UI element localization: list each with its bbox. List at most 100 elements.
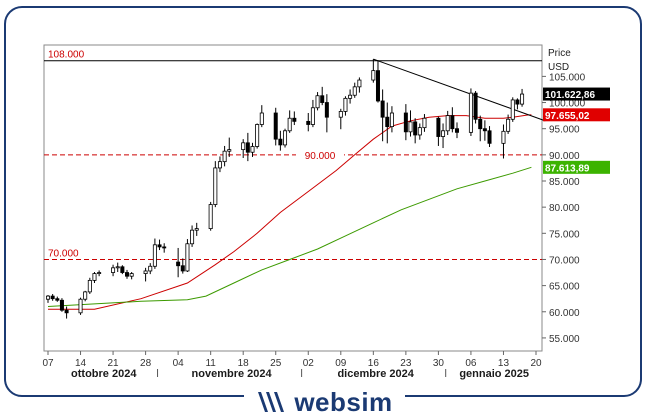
candle-body xyxy=(338,111,343,118)
moving-average-line xyxy=(47,166,532,307)
chart-header-price: Price xyxy=(548,48,571,59)
candle-body xyxy=(389,112,394,128)
y-tick-label: 75.000 xyxy=(549,229,580,240)
price-tag-bg xyxy=(543,108,610,122)
candle-body xyxy=(46,295,51,300)
candle-body xyxy=(213,167,218,205)
candle-body xyxy=(250,146,255,153)
candle-body xyxy=(454,128,459,133)
candle-body xyxy=(273,112,278,140)
candle-body xyxy=(227,149,232,152)
candle-body xyxy=(190,229,195,245)
candle-body xyxy=(320,95,325,103)
candle-body xyxy=(180,265,185,272)
month-label: dicembre 2024 xyxy=(337,368,414,380)
candle-body xyxy=(441,130,446,137)
candle-body xyxy=(510,99,515,120)
candle-body xyxy=(515,99,520,105)
candle-body xyxy=(59,299,64,311)
candle-body xyxy=(78,298,83,314)
level-label: 108.000 xyxy=(48,50,85,61)
level-label-bg xyxy=(296,148,344,161)
candle-body xyxy=(478,118,483,130)
y-tick-label: 55.000 xyxy=(549,334,580,345)
candle-body xyxy=(287,117,292,132)
x-tick-label: 25 xyxy=(270,358,282,369)
month-label: novembre 2024 xyxy=(192,368,273,380)
x-tick-label: 02 xyxy=(303,358,315,369)
candle-body xyxy=(292,117,297,122)
y-tick-label: 60.000 xyxy=(549,308,580,319)
candle-body xyxy=(92,273,97,281)
level-label: 70.000 xyxy=(48,248,79,259)
websim-logo-icon xyxy=(258,392,285,412)
y-tick-label: 95.000 xyxy=(549,125,580,136)
x-tick-label: 13 xyxy=(498,358,510,369)
candle-body xyxy=(222,150,227,163)
candle-body xyxy=(185,243,190,272)
y-tick-label: 85.000 xyxy=(549,177,580,188)
candle-body xyxy=(125,272,130,277)
candle-body xyxy=(487,130,492,144)
candle-body xyxy=(176,261,181,267)
x-tick-label: 07 xyxy=(42,358,54,369)
candle-body xyxy=(97,272,102,274)
trendline xyxy=(373,58,546,122)
candle-body xyxy=(255,124,260,147)
price-tag: 97.655,02 xyxy=(545,111,590,122)
candle-body xyxy=(152,244,157,267)
candle-body xyxy=(520,93,525,105)
candle-body xyxy=(371,70,376,81)
x-tick-label: 14 xyxy=(75,358,87,369)
candle-body xyxy=(208,204,213,230)
price-tag-bg xyxy=(543,160,610,174)
candle-body xyxy=(324,102,329,118)
candle-body xyxy=(148,265,153,272)
candle-body xyxy=(259,112,264,125)
candle-body xyxy=(194,228,199,231)
candle-body xyxy=(245,142,250,153)
candle-body xyxy=(111,267,116,273)
level-label: 90.000 xyxy=(305,151,336,162)
candle-body xyxy=(115,266,120,269)
candle-body xyxy=(375,70,380,102)
candle-body xyxy=(468,92,473,133)
candle-body xyxy=(417,127,422,136)
candle-body xyxy=(450,115,455,130)
y-tick-label: 90.000 xyxy=(549,151,580,162)
x-tick-label: 16 xyxy=(368,358,380,369)
candle-body xyxy=(343,97,348,112)
candle-body xyxy=(436,117,441,137)
plot-area xyxy=(43,44,543,352)
candle-body xyxy=(143,270,148,274)
candle-body xyxy=(120,266,125,273)
candle-body xyxy=(310,107,315,125)
y-tick-label: 65.000 xyxy=(549,282,580,293)
candle-body xyxy=(380,100,385,118)
candle-body xyxy=(278,138,283,146)
price-tag: 101.622,86 xyxy=(545,90,595,101)
month-label: gennaio 2025 xyxy=(459,368,529,380)
y-tick-label: 100.000 xyxy=(549,99,586,110)
candle-body xyxy=(403,112,408,133)
candle-body xyxy=(87,279,92,293)
x-tick-label: 06 xyxy=(465,358,477,369)
candle-body xyxy=(506,118,511,132)
candle-body xyxy=(501,130,506,144)
brand-logo: websim xyxy=(0,384,649,420)
candle-body xyxy=(64,309,69,314)
candle-body xyxy=(83,291,88,300)
x-tick-label: 11 xyxy=(205,358,216,369)
candle-body xyxy=(50,295,55,300)
candle-body xyxy=(306,120,311,125)
candle-body xyxy=(422,117,427,129)
candle-body xyxy=(241,142,246,151)
candle-body xyxy=(348,94,353,99)
price-tag: 87.613,89 xyxy=(545,163,590,174)
y-tick-label: 70.000 xyxy=(549,255,580,266)
candle-body xyxy=(162,246,167,249)
x-tick-label: 30 xyxy=(433,358,445,369)
candle-body xyxy=(445,115,450,132)
x-tick-label: 21 xyxy=(108,358,120,369)
candle-body xyxy=(315,95,320,109)
